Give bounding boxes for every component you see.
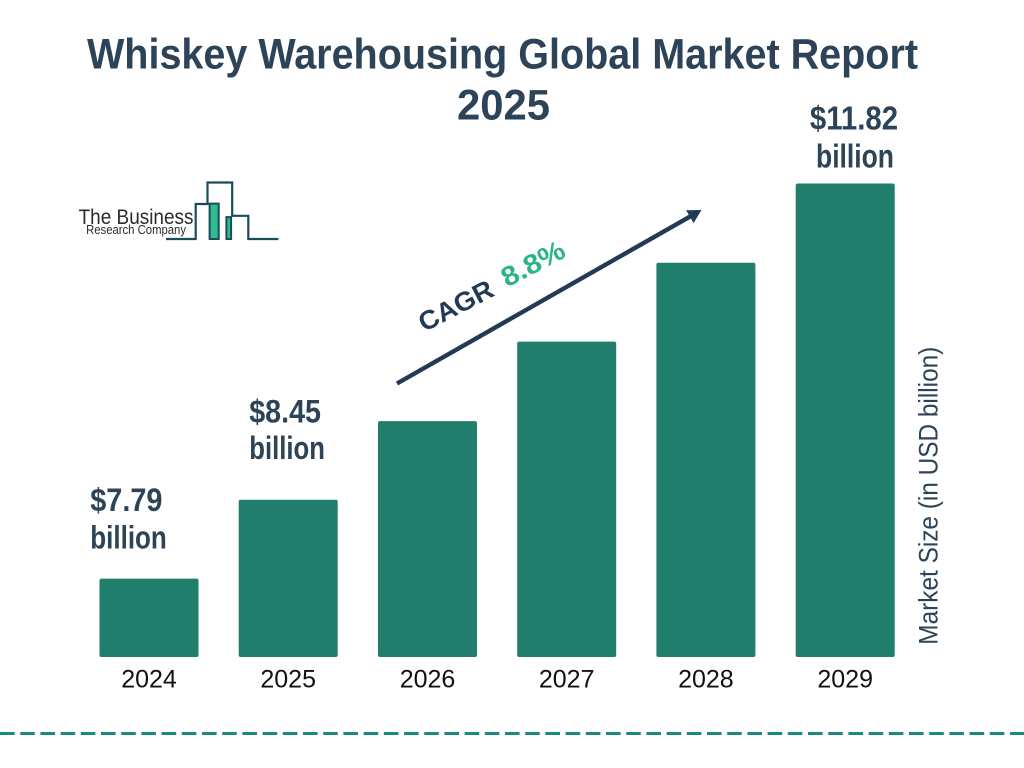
svg-text:Market Size (in USD billion): Market Size (in USD billion) xyxy=(914,347,944,645)
svg-text:Whiskey Warehousing Global Mar: Whiskey Warehousing Global Market Report xyxy=(87,31,918,79)
svg-text:2025: 2025 xyxy=(260,666,316,694)
svg-text:billion: billion xyxy=(816,137,894,174)
svg-text:The Business: The Business xyxy=(79,205,194,229)
svg-text:2027: 2027 xyxy=(539,666,595,694)
svg-text:Research Company: Research Company xyxy=(86,222,186,237)
svg-text:$11.82: $11.82 xyxy=(810,99,898,136)
svg-text:2026: 2026 xyxy=(400,666,456,694)
svg-text:billion: billion xyxy=(249,430,325,466)
svg-text:2025: 2025 xyxy=(457,82,550,130)
svg-text:2029: 2029 xyxy=(817,666,873,694)
svg-text:$7.79: $7.79 xyxy=(90,482,162,518)
svg-text:2024: 2024 xyxy=(121,666,177,694)
svg-text:billion: billion xyxy=(90,520,167,556)
svg-text:$8.45: $8.45 xyxy=(249,394,321,430)
svg-text:2028: 2028 xyxy=(678,666,734,694)
